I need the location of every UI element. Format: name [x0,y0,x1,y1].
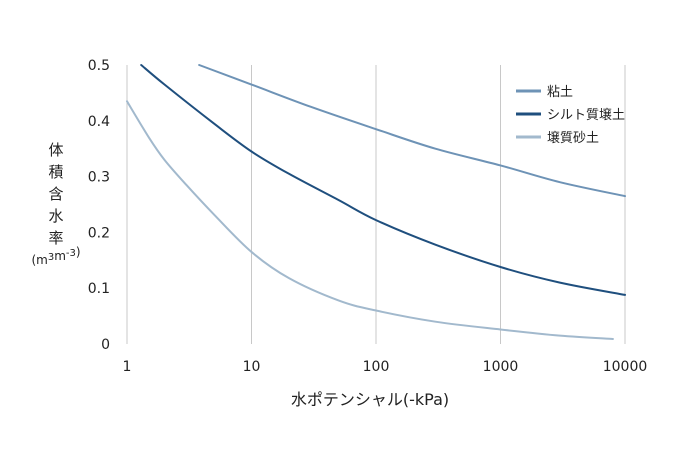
x-tick-label: 10000 [603,359,648,375]
legend-label-2: 壌質砂土 [547,131,599,146]
y-axis-unit: (m3m-3) [31,245,80,267]
y-label-char: 含 [48,185,63,203]
x-tick-label: 100 [363,359,390,375]
x-tick-label: 1 [123,359,132,375]
y-label-char: 率 [48,229,63,247]
series-line-1 [140,64,626,296]
x-axis-label: 水ポテンシャル(-kPa) [291,390,449,409]
y-tick-label: 0.1 [88,281,110,297]
legend-label-0: 粘土 [547,85,573,100]
legend-label-1: シルト質壌土 [547,108,625,123]
y-label-char: 水 [48,207,63,225]
y-tick-label: 0.3 [88,170,110,186]
grid-layer [126,65,626,344]
y-tick-label: 0.2 [88,225,110,241]
y-label-char: 体 [48,141,63,159]
series-layer [126,64,626,340]
series-line-2 [126,100,614,340]
y-tick-label: 0.4 [88,114,110,130]
y-tick-label: 0 [101,337,110,353]
y-label-char: 積 [48,163,63,181]
x-tick-label: 1000 [483,359,519,375]
x-tick-label: 10 [243,359,261,375]
series-line-0 [198,64,626,198]
y-tick-label: 0.5 [88,58,110,74]
tick-layer: 1 10 100 1000 10000 0 0.1 0.2 0.3 0.4 0.5 [88,58,648,375]
